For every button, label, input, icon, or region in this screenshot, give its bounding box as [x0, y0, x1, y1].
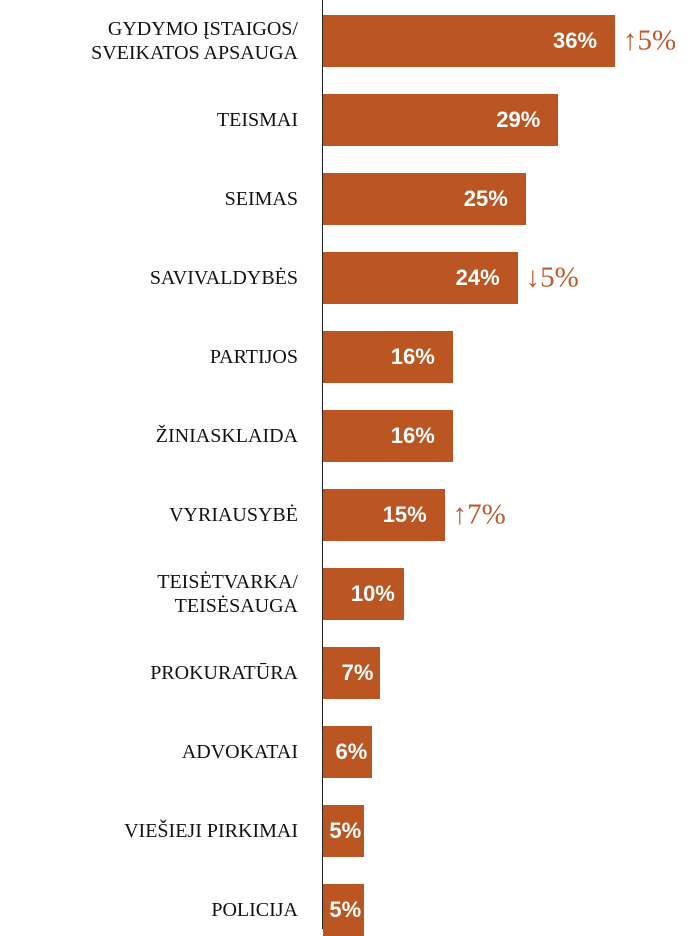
value-label: 25% [463, 186, 508, 211]
category-label: TEISĖTVARKA/ TEISĖSAUGA [157, 571, 298, 617]
bar [323, 15, 615, 67]
change-label: ↓5% [525, 261, 579, 294]
category-label: ADVOKATAI [181, 741, 298, 763]
value-label: 29% [496, 107, 541, 132]
value-label: 7% [341, 660, 374, 685]
bar [323, 726, 372, 778]
bar [323, 647, 380, 699]
bar [323, 805, 364, 857]
category-label: ŽINIASKLAIDA [155, 425, 298, 447]
value-label: 6% [335, 739, 368, 764]
change-label: ↑5% [623, 24, 677, 57]
value-label: 5% [329, 897, 362, 922]
category-label: SAVIVALDYBĖS [149, 267, 298, 289]
category-label: TEISMAI [216, 109, 298, 131]
bar [323, 173, 526, 225]
value-label: 15% [382, 502, 427, 527]
category-label: VIEŠIEJI PIRKIMAI [124, 820, 298, 842]
bar [323, 410, 453, 462]
category-label: PARTIJOS [209, 346, 298, 368]
bar [323, 884, 364, 936]
bar [323, 331, 453, 383]
bar [323, 568, 405, 620]
bar [323, 94, 559, 146]
value-label: 16% [390, 344, 435, 369]
axis-line [322, 0, 323, 929]
value-label: 16% [390, 423, 435, 448]
value-label: 36% [553, 28, 598, 53]
category-label: POLICIJA [211, 899, 298, 921]
change-label: ↑7% [452, 498, 506, 531]
value-label: 5% [329, 818, 362, 843]
category-label: VYRIAUSYBĖ [169, 504, 298, 526]
bar [323, 489, 445, 541]
category-label: GYDYMO ĮSTAIGOS/ SVEIKATOS APSAUGA [91, 18, 298, 64]
category-label: PROKURATŪRA [150, 662, 298, 684]
value-label: 10% [350, 581, 395, 606]
category-label: SEIMAS [224, 188, 298, 210]
bar [323, 252, 518, 304]
value-label: 24% [455, 265, 500, 290]
